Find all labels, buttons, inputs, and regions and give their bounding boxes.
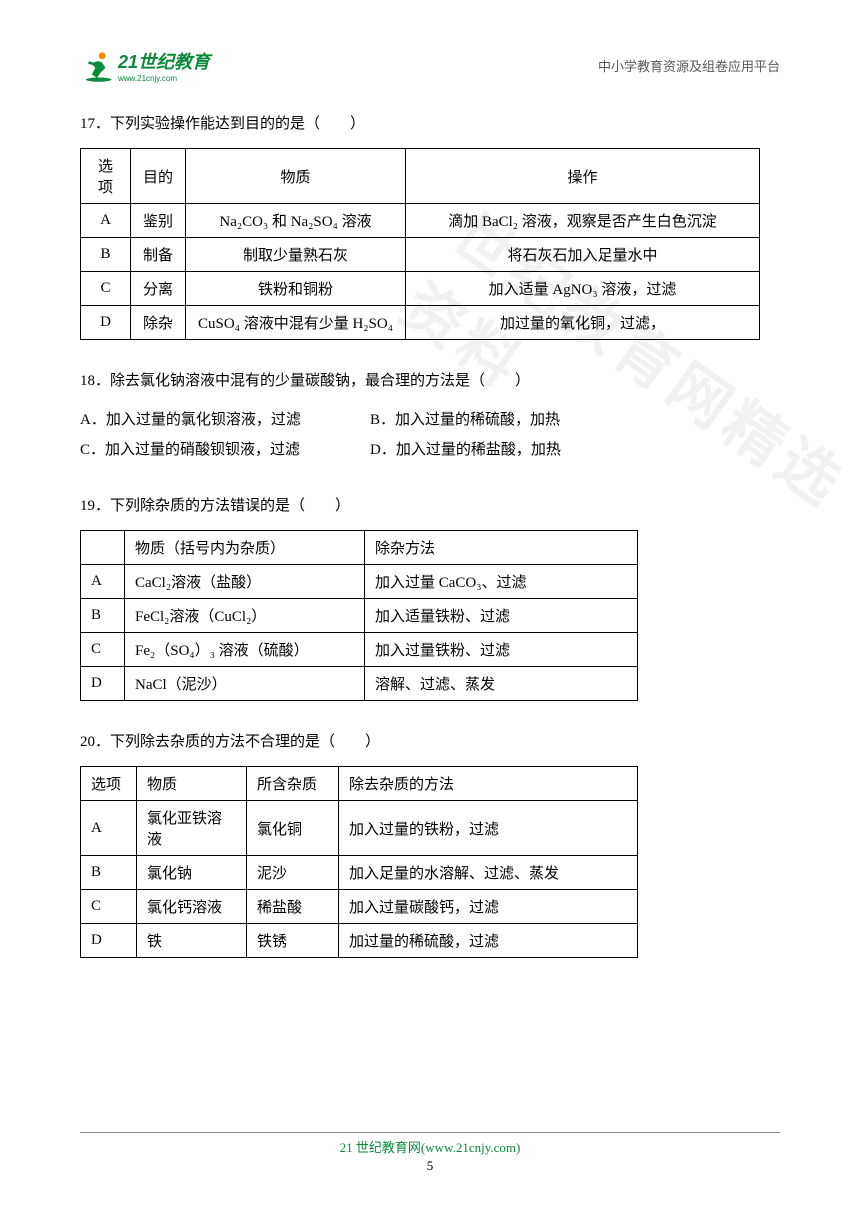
- q19-h0: [81, 531, 125, 565]
- q17-table: 选项 目的 物质 操作 A 鉴别 Na₂CO₃ 和 Na₂SO₄ 溶液 滴加 B…: [80, 148, 760, 340]
- cell: C: [81, 272, 131, 306]
- cell: D: [81, 667, 125, 701]
- cell: 加过量的氧化铜，过滤，: [406, 306, 760, 340]
- cell: 加入过量铁粉、过滤: [365, 633, 638, 667]
- table-row: D 铁 铁锈 加过量的稀硫酸，过滤: [81, 924, 638, 958]
- table-row: A 鉴别 Na₂CO₃ 和 Na₂SO₄ 溶液 滴加 BaCl₂ 溶液，观察是否…: [81, 204, 760, 238]
- cell: Fe₂（SO₄）₃ 溶液（硫酸）: [125, 633, 365, 667]
- cell: C: [81, 633, 125, 667]
- question-17: 17．下列实验操作能达到目的的是（ ）: [80, 111, 780, 138]
- cell: 加入适量铁粉、过滤: [365, 599, 638, 633]
- cell: 将石灰石加入足量水中: [406, 238, 760, 272]
- cell: 溶解、过滤、蒸发: [365, 667, 638, 701]
- cell: B: [81, 238, 131, 272]
- q19-text: 19．下列除杂质的方法错误的是（ ）: [80, 493, 780, 520]
- table-row: A CaCl₂溶液（盐酸） 加入过量 CaCO₃、过滤: [81, 565, 638, 599]
- q17-header-row: 选项 目的 物质 操作: [81, 149, 760, 204]
- table-row: B FeCl₂溶液（CuCl₂） 加入适量铁粉、过滤: [81, 599, 638, 633]
- cell: 氯化钠: [137, 856, 247, 890]
- question-20: 20．下列除去杂质的方法不合理的是（ ）: [80, 729, 780, 756]
- cell: 鉴别: [131, 204, 186, 238]
- q18-optA: A．加入过量的氯化钡溶液，过滤: [80, 405, 370, 435]
- cell: B: [81, 599, 125, 633]
- q17-h0: 选项: [81, 149, 131, 204]
- cell: 铁锈: [247, 924, 339, 958]
- question-19: 19．下列除杂质的方法错误的是（ ）: [80, 493, 780, 520]
- cell: 滴加 BaCl₂ 溶液，观察是否产生白色沉淀: [406, 204, 760, 238]
- cell: 铁粉和铜粉: [186, 272, 406, 306]
- logo-main-text: 21世纪教育: [118, 48, 210, 74]
- q19-h1: 物质（括号内为杂质）: [125, 531, 365, 565]
- cell: 加入过量碳酸钙，过滤: [339, 890, 638, 924]
- logo: 21世纪教育 www.21cnjy.com: [80, 48, 210, 83]
- content: 17．下列实验操作能达到目的的是（ ） 选项 目的 物质 操作 A 鉴别 Na₂…: [80, 111, 780, 958]
- table-row: A 氯化亚铁溶液 氯化铜 加入过量的铁粉，过滤: [81, 801, 638, 856]
- cell: A: [81, 565, 125, 599]
- table-row: D 除杂 CuSO₄ 溶液中混有少量 H₂SO₄ 加过量的氧化铜，过滤，: [81, 306, 760, 340]
- cell: 加入足量的水溶解、过滤、蒸发: [339, 856, 638, 890]
- q20-h2: 所含杂质: [247, 767, 339, 801]
- page-header: 21世纪教育 www.21cnjy.com 中小学教育资源及组卷应用平台: [80, 48, 780, 83]
- q17-text: 17．下列实验操作能达到目的的是（ ）: [80, 111, 780, 138]
- cell: 加入过量 CaCO₃、过滤: [365, 565, 638, 599]
- cell: 氯化亚铁溶液: [137, 801, 247, 856]
- q20-table: 选项 物质 所含杂质 除去杂质的方法 A 氯化亚铁溶液 氯化铜 加入过量的铁粉，…: [80, 766, 638, 958]
- cell: 制备: [131, 238, 186, 272]
- table-row: B 氯化钠 泥沙 加入足量的水溶解、过滤、蒸发: [81, 856, 638, 890]
- cell: 氯化铜: [247, 801, 339, 856]
- cell: CuSO₄ 溶液中混有少量 H₂SO₄: [186, 306, 406, 340]
- table-row: C 分离 铁粉和铜粉 加入适量 AgNO₃ 溶液，过滤: [81, 272, 760, 306]
- cell: 氯化钙溶液: [137, 890, 247, 924]
- cell: CaCl₂溶液（盐酸）: [125, 565, 365, 599]
- question-18: 18．除去氯化钠溶液中混有的少量碳酸钠，最合理的方法是（ ）: [80, 368, 780, 395]
- cell: 除杂: [131, 306, 186, 340]
- cell: A: [81, 204, 131, 238]
- q18-options: A．加入过量的氯化钡溶液，过滤 B．加入过量的稀硫酸，加热 C．加入过量的硝酸钡…: [80, 405, 780, 465]
- cell: 加入适量 AgNO₃ 溶液，过滤: [406, 272, 760, 306]
- q17-h2: 物质: [186, 149, 406, 204]
- cell: B: [81, 856, 137, 890]
- cell: D: [81, 306, 131, 340]
- q20-h0: 选项: [81, 767, 137, 801]
- q18-optB: B．加入过量的稀硫酸，加热: [370, 405, 660, 435]
- cell: 泥沙: [247, 856, 339, 890]
- cell: 制取少量熟石灰: [186, 238, 406, 272]
- cell: NaCl（泥沙）: [125, 667, 365, 701]
- runner-icon: [80, 49, 114, 83]
- cell: 铁: [137, 924, 247, 958]
- q18-text: 18．除去氯化钠溶液中混有的少量碳酸钠，最合理的方法是（ ）: [80, 368, 780, 395]
- table-row: B 制备 制取少量熟石灰 将石灰石加入足量水中: [81, 238, 760, 272]
- q20-header-row: 选项 物质 所含杂质 除去杂质的方法: [81, 767, 638, 801]
- cell: A: [81, 801, 137, 856]
- cell: 稀盐酸: [247, 890, 339, 924]
- cell: Na₂CO₃ 和 Na₂SO₄ 溶液: [186, 204, 406, 238]
- header-right-text: 中小学教育资源及组卷应用平台: [598, 56, 780, 75]
- q19-table: 物质（括号内为杂质） 除杂方法 A CaCl₂溶液（盐酸） 加入过量 CaCO₃…: [80, 530, 638, 701]
- logo-sub-text: www.21cnjy.com: [118, 74, 177, 83]
- q19-header-row: 物质（括号内为杂质） 除杂方法: [81, 531, 638, 565]
- q20-text: 20．下列除去杂质的方法不合理的是（ ）: [80, 729, 780, 756]
- cell: 加过量的稀硫酸，过滤: [339, 924, 638, 958]
- table-row: C 氯化钙溶液 稀盐酸 加入过量碳酸钙，过滤: [81, 890, 638, 924]
- q17-h3: 操作: [406, 149, 760, 204]
- cell: FeCl₂溶液（CuCl₂）: [125, 599, 365, 633]
- table-row: D NaCl（泥沙） 溶解、过滤、蒸发: [81, 667, 638, 701]
- q20-h3: 除去杂质的方法: [339, 767, 638, 801]
- page-number: 5: [80, 1158, 780, 1174]
- q18-optD: D．加入过量的稀盐酸，加热: [370, 435, 660, 465]
- q17-h1: 目的: [131, 149, 186, 204]
- page-footer: 21 世纪教育网(www.21cnjy.com) 5: [80, 1132, 780, 1174]
- q18-optC: C．加入过量的硝酸钡钡液，过滤: [80, 435, 370, 465]
- q20-h1: 物质: [137, 767, 247, 801]
- q19-h2: 除杂方法: [365, 531, 638, 565]
- cell: D: [81, 924, 137, 958]
- cell: C: [81, 890, 137, 924]
- cell: 加入过量的铁粉，过滤: [339, 801, 638, 856]
- table-row: C Fe₂（SO₄）₃ 溶液（硫酸） 加入过量铁粉、过滤: [81, 633, 638, 667]
- cell: 分离: [131, 272, 186, 306]
- footer-text: 21 世纪教育网(www.21cnjy.com): [80, 1137, 780, 1156]
